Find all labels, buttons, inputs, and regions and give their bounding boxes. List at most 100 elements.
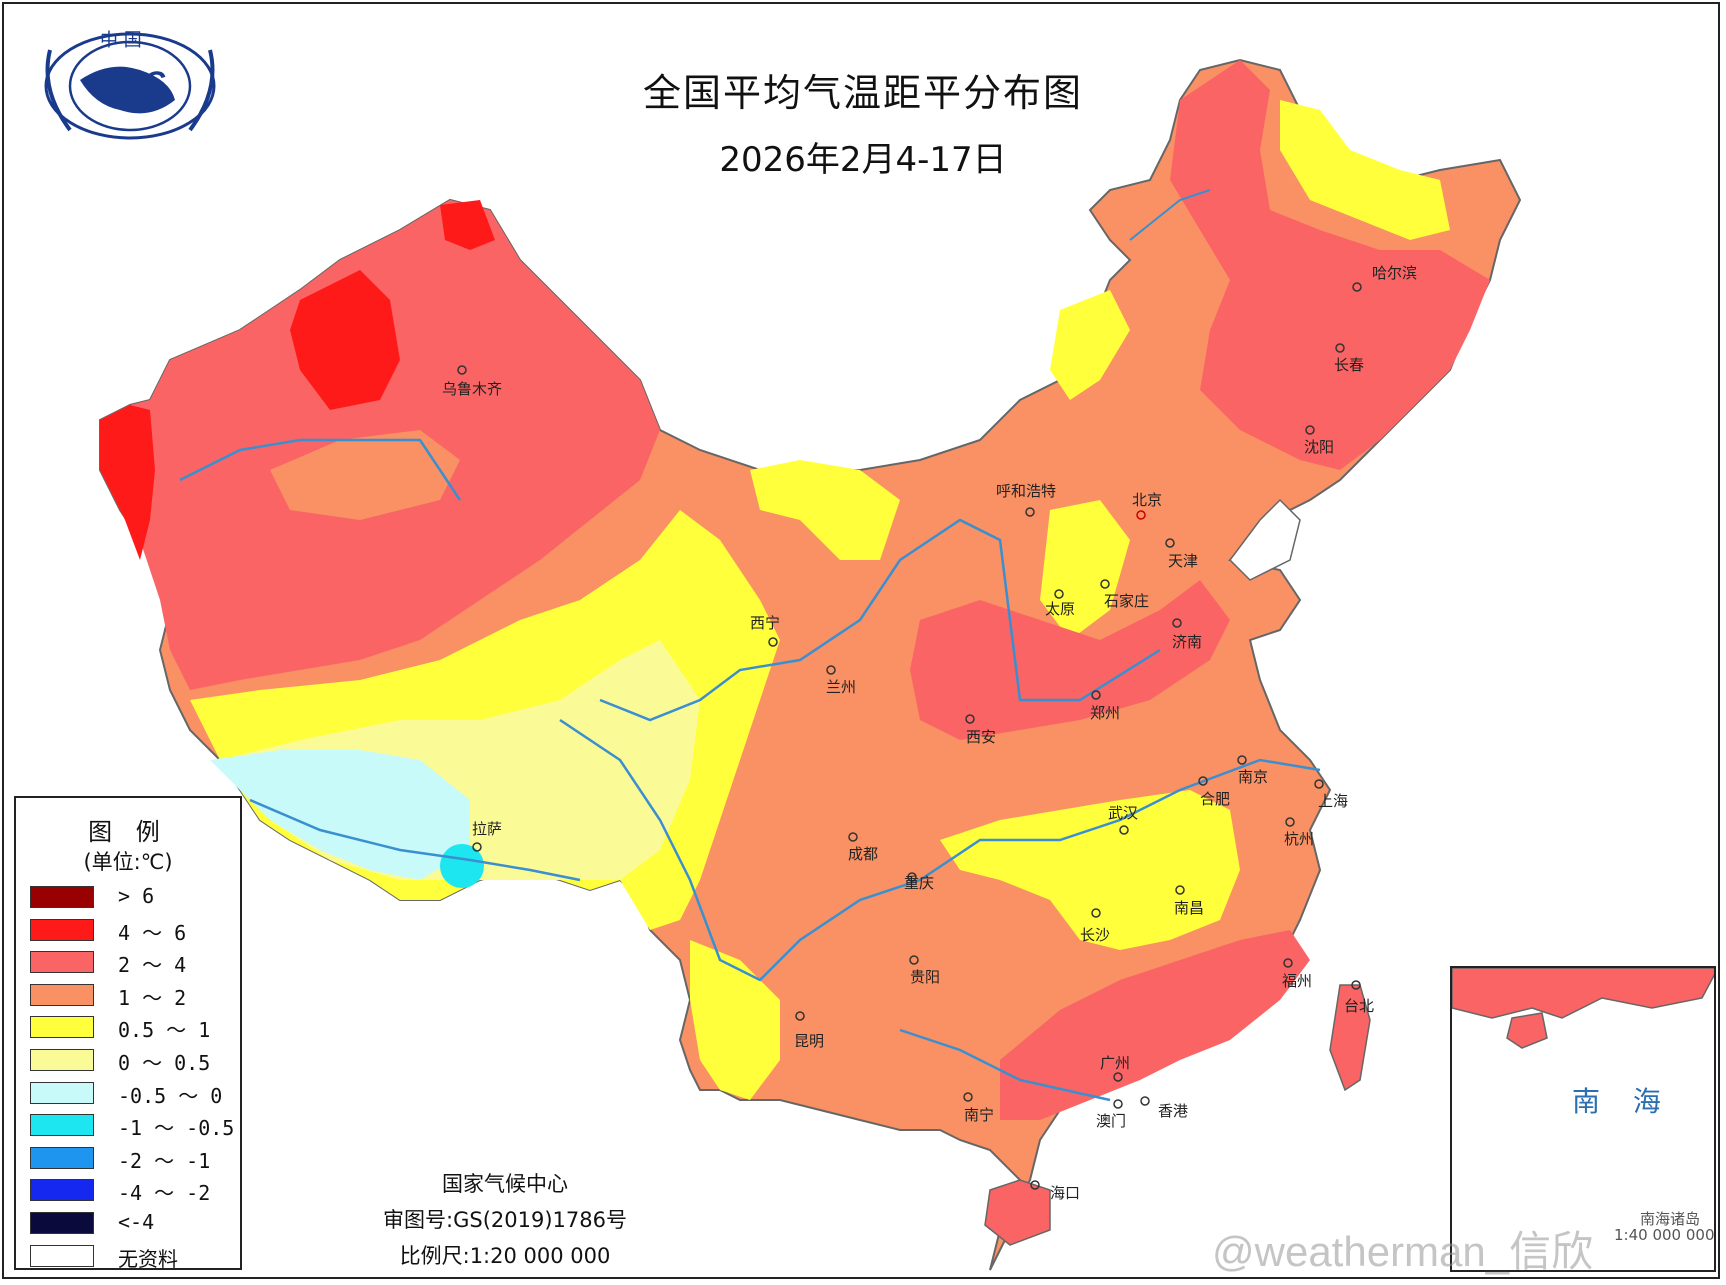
inset-south-sea-label: 南 海 bbox=[1572, 1085, 1673, 1118]
legend-label: -2 ～ -1 bbox=[118, 1148, 211, 1173]
region-hebei-yellow bbox=[1040, 500, 1130, 640]
city-marker-zhengzhou bbox=[1091, 690, 1101, 700]
city-label: 石家庄 bbox=[1104, 592, 1150, 610]
city-marker-lanzhou bbox=[826, 665, 836, 675]
legend-label: -0.5 ～ 0 bbox=[118, 1083, 223, 1108]
city-marker-chongqing bbox=[907, 872, 917, 882]
legend-label: 4 ～ 6 bbox=[118, 920, 187, 945]
footer-agency: 国家气候中心 bbox=[442, 1172, 568, 1196]
watermark: @weatherman_信欣 bbox=[1212, 1228, 1594, 1275]
legend-label: 无资料 bbox=[118, 1246, 178, 1271]
city-label: 西宁 bbox=[750, 614, 781, 632]
city-marker-tianjin bbox=[1165, 538, 1175, 548]
city-label: 贵阳 bbox=[910, 968, 941, 986]
heilong-river bbox=[1129, 189, 1211, 241]
legend-swatch bbox=[30, 918, 94, 941]
south-china-sea-inset bbox=[1450, 966, 1716, 1272]
city-label: 南昌 bbox=[1174, 899, 1205, 917]
city-label: 重庆 bbox=[904, 874, 935, 892]
city-label: 广州 bbox=[1100, 1054, 1131, 1072]
city-label: 昆明 bbox=[794, 1032, 825, 1050]
city-marker-xian bbox=[965, 714, 975, 724]
legend-label: 0 ～ 0.5 bbox=[118, 1051, 211, 1075]
city-marker-hongkong bbox=[1140, 1096, 1150, 1106]
legend-swatch bbox=[30, 886, 94, 908]
city-label: 南京 bbox=[1238, 768, 1269, 786]
legend-label: <-4 bbox=[118, 1210, 155, 1234]
legend-swatch bbox=[30, 1016, 94, 1039]
ncc-globe-logo bbox=[44, 32, 216, 140]
city-marker-macau bbox=[1113, 1099, 1123, 1109]
inset-map bbox=[1452, 968, 1714, 1049]
city-marker-taipei bbox=[1351, 980, 1361, 990]
city-label: 沈阳 bbox=[1304, 438, 1335, 456]
region-hainan bbox=[984, 1179, 1051, 1246]
city-label: 北京 bbox=[1132, 491, 1163, 509]
city-label: 香港 bbox=[1158, 1102, 1189, 1120]
legend-label: -1 ～ -0.5 bbox=[118, 1116, 235, 1141]
legend-swatch bbox=[30, 951, 94, 974]
city-marker-changchun bbox=[1335, 343, 1345, 353]
city-marker-nanning bbox=[963, 1092, 973, 1102]
legend-label: -4 ～ -2 bbox=[118, 1181, 211, 1206]
city-label: 台北 bbox=[1344, 997, 1375, 1015]
legend-label: > 6 bbox=[118, 884, 155, 908]
yangtze-river bbox=[559, 718, 1321, 982]
city-marker-nanjing bbox=[1237, 755, 1247, 765]
inset-scale: 1:40 000 000 bbox=[1614, 1226, 1715, 1244]
city-marker-hohhot bbox=[1025, 507, 1035, 517]
map-subtitle: 2026年2月4-17日 bbox=[719, 140, 1007, 180]
region-xinjiang-hot-2 bbox=[100, 405, 155, 560]
logo-text-center: NCC bbox=[100, 66, 165, 99]
city-marker-jinan bbox=[1172, 618, 1182, 628]
city-marker-hefei bbox=[1198, 776, 1208, 786]
city-label: 哈尔滨 bbox=[1372, 264, 1418, 282]
city-marker-nanchang bbox=[1175, 885, 1185, 895]
legend-label: 2 ～ 4 bbox=[118, 953, 187, 978]
city-label: 澳门 bbox=[1096, 1112, 1127, 1130]
legend-swatch bbox=[30, 1179, 94, 1202]
city-label: 福州 bbox=[1282, 972, 1313, 990]
legend-unit: (单位:℃) bbox=[83, 850, 173, 874]
city-marker-hangzhou bbox=[1285, 817, 1295, 827]
city-marker-guangzhou bbox=[1113, 1072, 1123, 1082]
footer-approval: 审图号:GS(2019)1786号 bbox=[383, 1208, 627, 1232]
region-northeast-yellow bbox=[1050, 290, 1130, 400]
legend-label: 0.5 ～ 1 bbox=[118, 1018, 211, 1043]
city-label: 海口 bbox=[1050, 1184, 1081, 1202]
city-label: 长沙 bbox=[1080, 926, 1111, 944]
legend-swatch bbox=[30, 1244, 94, 1267]
legend-swatch bbox=[30, 1081, 94, 1104]
city-marker-xining bbox=[768, 637, 778, 647]
pearl-river bbox=[899, 1028, 1111, 1102]
city-marker-taiyuan bbox=[1054, 589, 1064, 599]
city-marker-chengdu bbox=[848, 832, 858, 842]
region-xinjiang-hot-1 bbox=[290, 270, 400, 410]
yarlung-river bbox=[249, 798, 581, 882]
city-marker-changsha bbox=[1091, 908, 1101, 918]
city-label: 长春 bbox=[1334, 356, 1365, 374]
footer-scale: 比例尺:1:20 000 000 bbox=[399, 1244, 611, 1268]
region-yangtze-yellow bbox=[940, 790, 1240, 950]
city-label: 合肥 bbox=[1200, 790, 1231, 808]
city-label: 兰州 bbox=[826, 678, 857, 696]
yellow-river bbox=[599, 518, 1161, 722]
region-northchina-warm bbox=[910, 580, 1230, 740]
logo-text-top: 中 国 bbox=[100, 30, 142, 51]
city-marker-shijiazhuang bbox=[1100, 579, 1110, 589]
bohai-sea bbox=[1229, 498, 1301, 581]
legend-swatch bbox=[30, 1212, 94, 1234]
city-label: 杭州 bbox=[1284, 830, 1315, 848]
city-markers bbox=[457, 282, 1362, 1190]
city-label: 拉萨 bbox=[472, 820, 503, 838]
city-label: 武汉 bbox=[1108, 804, 1139, 822]
city-marker-harbin bbox=[1352, 282, 1362, 292]
city-marker-haikou bbox=[1030, 1180, 1040, 1190]
city-label: 太原 bbox=[1045, 600, 1076, 618]
region-lhasa-cold bbox=[440, 844, 484, 888]
city-marker-fuzhou bbox=[1283, 958, 1293, 968]
legend-title: 图 例 bbox=[88, 818, 168, 846]
region-south-warm bbox=[1000, 930, 1310, 1120]
region-xinjiang-mild bbox=[270, 430, 460, 520]
